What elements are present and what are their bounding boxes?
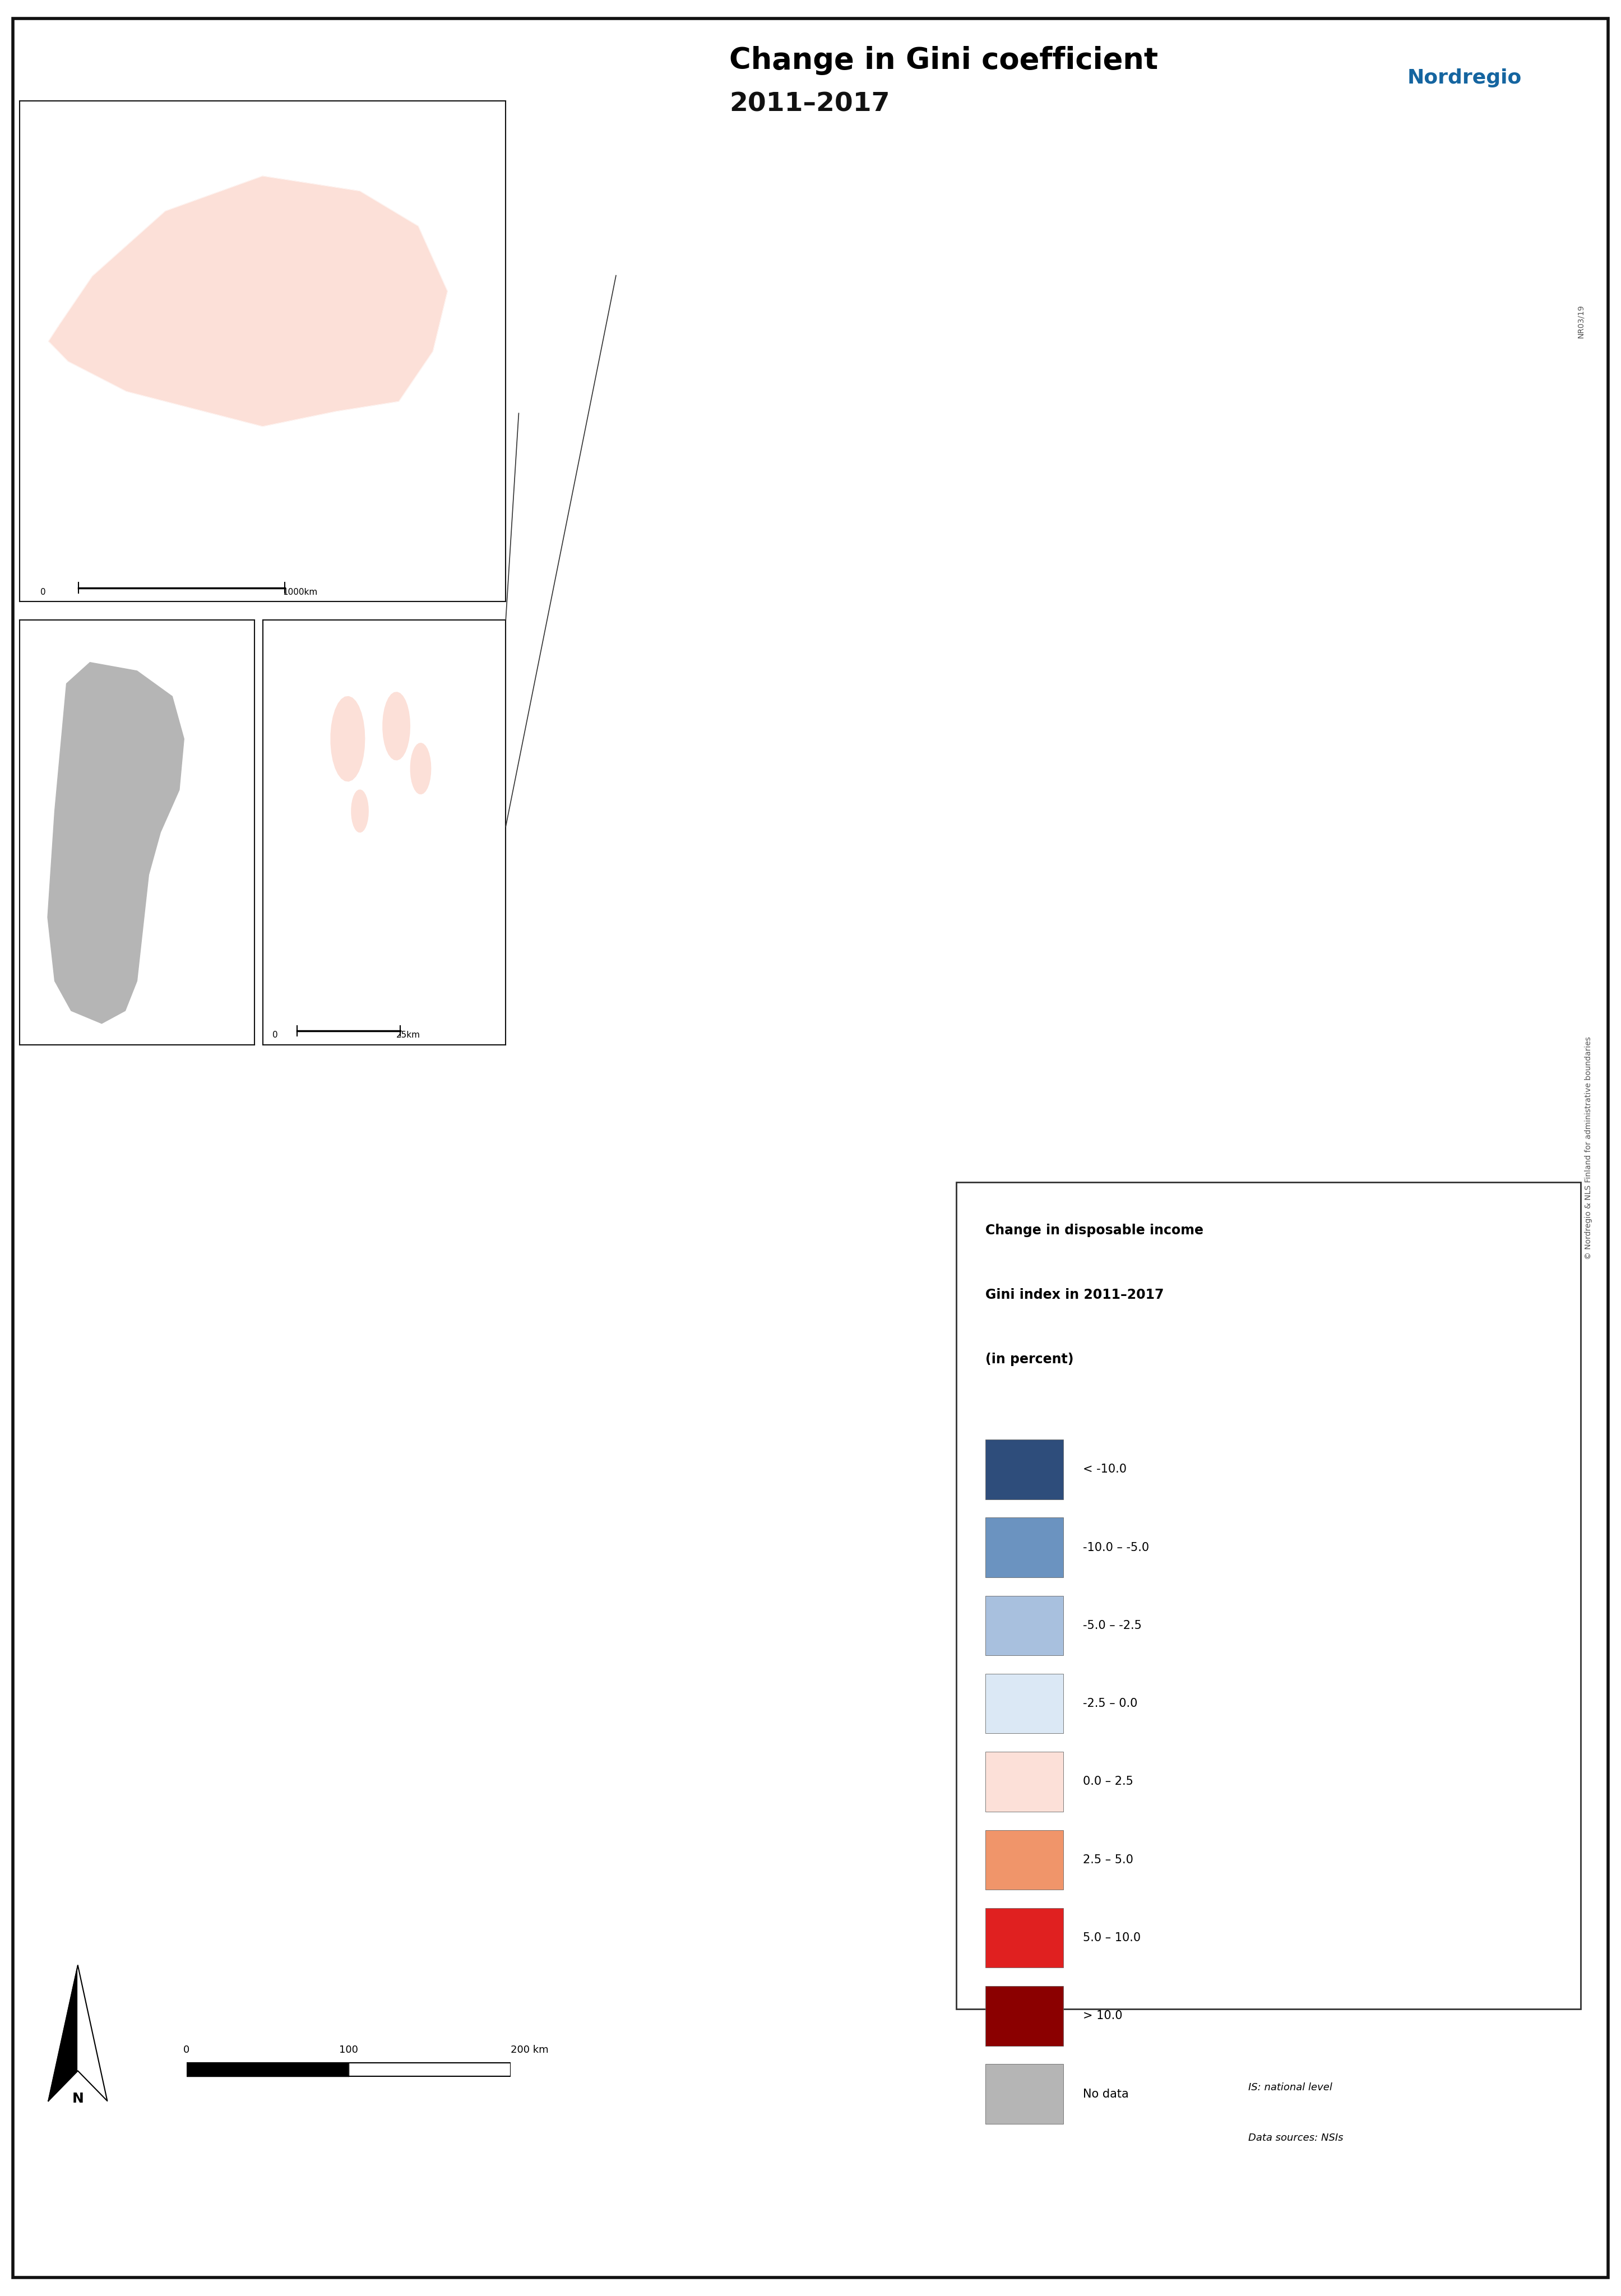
Text: < -10.0: < -10.0 [1083,1465,1127,1474]
Text: 200 km: 200 km [511,2046,548,2055]
Polygon shape [410,744,431,794]
Polygon shape [49,177,447,427]
Polygon shape [186,2062,349,2076]
Text: > 10.0: > 10.0 [1083,2011,1122,2020]
Text: (in percent): (in percent) [986,1352,1073,1366]
Polygon shape [49,1965,78,2101]
Text: 1000km: 1000km [282,588,318,597]
Polygon shape [1357,85,1367,110]
Polygon shape [78,1965,107,2101]
Polygon shape [1332,28,1391,108]
Polygon shape [349,2062,511,2076]
Text: Nordregio: Nordregio [1407,69,1522,87]
Text: IS: national level: IS: national level [1248,2082,1332,2092]
Text: 25km: 25km [397,1031,420,1040]
Text: Change in disposable income: Change in disposable income [986,1224,1204,1238]
Text: -2.5 – 0.0: -2.5 – 0.0 [1083,1699,1138,1708]
Polygon shape [383,691,410,760]
Text: No data: No data [1083,2089,1128,2099]
Text: Change in Gini coefficient: Change in Gini coefficient [729,46,1159,76]
Text: NR03/19: NR03/19 [1577,305,1584,338]
Polygon shape [1344,44,1379,90]
Polygon shape [47,661,183,1024]
Polygon shape [352,790,368,831]
Text: 0: 0 [183,2046,190,2055]
Polygon shape [331,696,365,781]
Text: Gini index in 2011–2017: Gini index in 2011–2017 [986,1288,1164,1302]
Text: © Nordregio & NLS Finland for administrative boundaries: © Nordregio & NLS Finland for administra… [1585,1035,1592,1261]
Text: 100: 100 [339,2046,358,2055]
Text: Data sources: NSIs: Data sources: NSIs [1248,2133,1344,2142]
Text: -10.0 – -5.0: -10.0 – -5.0 [1083,1543,1149,1552]
Text: 0: 0 [272,1031,277,1040]
Text: 0: 0 [41,588,45,597]
Text: 2.5 – 5.0: 2.5 – 5.0 [1083,1855,1133,1864]
Text: 5.0 – 10.0: 5.0 – 10.0 [1083,1933,1141,1942]
Text: 0.0 – 2.5: 0.0 – 2.5 [1083,1777,1133,1786]
Text: N: N [71,2092,84,2105]
Text: 2011–2017: 2011–2017 [729,92,890,117]
Text: -5.0 – -2.5: -5.0 – -2.5 [1083,1621,1141,1630]
